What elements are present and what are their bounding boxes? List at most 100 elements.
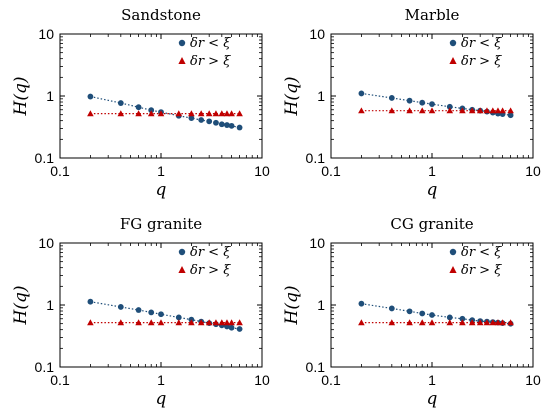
data-point-circle: [175, 314, 182, 321]
data-point-triangle: [117, 319, 125, 326]
data-point-triangle: [135, 110, 142, 117]
panel-title: FG granite: [120, 215, 202, 233]
data-point-circle: [507, 112, 514, 119]
data-point-triangle: [446, 319, 454, 326]
data-point-triangle: [476, 107, 484, 114]
data-point-triangle: [459, 319, 466, 326]
legend-label: δr < ξ: [190, 245, 231, 260]
data-point-circle: [236, 326, 243, 332]
data-point-circle: [218, 121, 225, 128]
data-point-triangle: [499, 319, 506, 326]
data-point-circle: [117, 100, 124, 106]
panel-sandstone: Sandstone 0.10.1 1 1 10 10 q H(q) δr < ξ δr > ξ: [11, 6, 270, 200]
y-tick-label: 10: [309, 26, 325, 42]
legend-marker-triangle: [449, 57, 457, 64]
data-point-triangle: [157, 110, 165, 117]
data-point-circle: [148, 107, 155, 114]
legend: δr < ξ δr > ξ: [449, 36, 502, 69]
panel-fg-granite: FG granite 0.10.1 1 1 10 10 q H(q) δr < ξ δr > ξ: [11, 215, 270, 409]
legend-label: δr < ξ: [461, 36, 502, 51]
data-point-triangle: [188, 319, 195, 326]
y-tick-label: 10: [38, 26, 54, 42]
y-tick-label: 10: [38, 235, 54, 251]
data-point-triangle: [418, 107, 426, 114]
x-tick-label: 0.1: [50, 372, 70, 388]
data-point-triangle: [197, 110, 205, 117]
data-point-triangle: [157, 319, 165, 326]
data-point-triangle: [446, 107, 454, 114]
data-point-triangle: [223, 319, 231, 326]
x-axis-label: q: [156, 389, 167, 409]
data-point-triangle: [358, 107, 365, 114]
data-point-triangle: [228, 110, 235, 117]
data-point-triangle: [218, 319, 226, 326]
data-point-circle: [224, 122, 230, 128]
data-point-circle: [228, 324, 235, 331]
data-point-triangle: [459, 107, 466, 114]
data-point-triangle: [228, 319, 235, 326]
data-point-triangle: [406, 107, 413, 114]
panel-title: CG granite: [390, 215, 473, 233]
data-point-circle: [87, 93, 94, 100]
panel-title: Sandstone: [121, 6, 201, 24]
data-point-triangle: [205, 110, 213, 117]
data-point-triangle: [147, 319, 155, 326]
data-point-triangle: [188, 110, 195, 117]
y-tick-label: 0.1: [306, 150, 326, 166]
data-point-circle: [419, 99, 426, 106]
data-point-circle: [236, 124, 243, 131]
legend-marker-circle: [449, 39, 457, 47]
x-tick-label: 0.1: [321, 163, 341, 179]
data-point-circle: [148, 309, 155, 316]
data-point-triangle: [197, 319, 205, 326]
data-point-triangle: [494, 107, 502, 114]
data-point-circle: [117, 304, 124, 310]
data-point-triangle: [468, 107, 476, 114]
data-point-circle: [388, 305, 395, 312]
data-point-triangle: [499, 107, 506, 114]
data-point-triangle: [147, 110, 155, 117]
data-point-circle: [87, 298, 94, 305]
y-axis-label: H(q): [282, 77, 302, 117]
data-point-triangle: [418, 319, 426, 326]
data-point-circle: [213, 119, 219, 126]
data-point-circle: [429, 312, 435, 318]
data-point-circle: [388, 95, 395, 101]
y-axis-label: H(q): [282, 286, 302, 326]
legend-marker-triangle: [449, 266, 457, 273]
data-point-circle: [459, 315, 466, 322]
data-point-circle: [158, 311, 164, 318]
legend: δr < ξ δr > ξ: [178, 36, 231, 69]
x-tick-label: 10: [254, 372, 270, 388]
data-point-triangle: [428, 319, 436, 326]
data-point-triangle: [489, 319, 497, 326]
y-tick-label: 1: [46, 88, 54, 104]
data-point-triangle: [388, 319, 396, 326]
legend-label: δr > ξ: [190, 263, 231, 278]
panel-cg-granite: CG granite 0.10.1 1 1 10 10 q H(q) δr < ξ δr > ξ: [282, 215, 541, 409]
data-point-triangle: [117, 110, 125, 117]
legend-label: δr < ξ: [461, 245, 502, 260]
legend-label: δr > ξ: [461, 263, 502, 278]
x-tick-label: 0.1: [321, 372, 341, 388]
data-point-triangle: [218, 110, 226, 117]
data-point-triangle: [483, 319, 491, 326]
data-point-triangle: [223, 110, 231, 117]
y-axis-label: H(q): [11, 286, 31, 326]
legend-label: δr < ξ: [190, 36, 231, 51]
legend-label: δr > ξ: [461, 54, 502, 69]
data-point-circle: [135, 307, 142, 313]
y-tick-label: 1: [317, 297, 325, 313]
x-axis-label: q: [427, 180, 438, 200]
y-tick-label: 0.1: [306, 359, 326, 375]
plot-frame: [59, 242, 263, 368]
data-point-triangle: [87, 110, 94, 117]
data-point-circle: [198, 117, 205, 123]
data-point-triangle: [135, 319, 142, 326]
x-axis-label: q: [156, 180, 167, 200]
data-point-triangle: [388, 107, 396, 114]
x-tick-label: 1: [157, 163, 165, 179]
x-tick-label: 1: [428, 163, 436, 179]
data-point-triangle: [476, 319, 484, 326]
data-point-triangle: [406, 319, 413, 326]
